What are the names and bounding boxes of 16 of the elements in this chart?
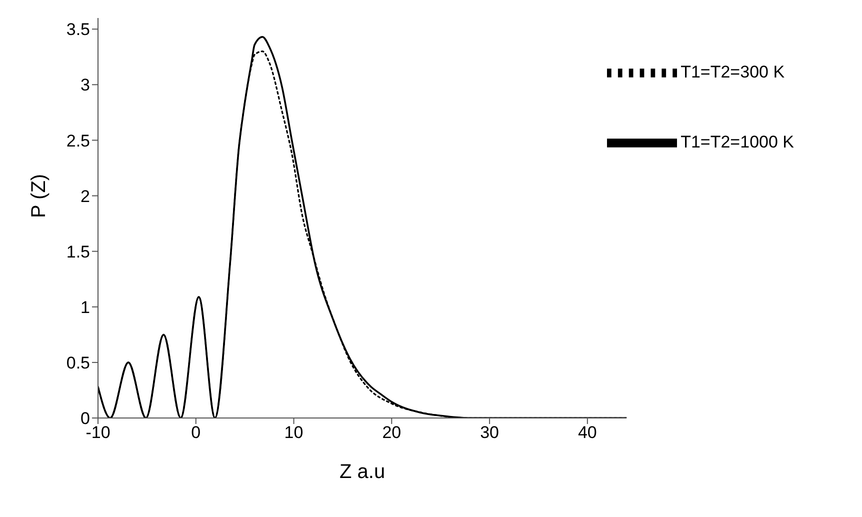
y-tick-label: 1.5 <box>66 242 90 262</box>
y-tick-label: 0.5 <box>66 353 90 372</box>
x-tick-label: 30 <box>480 423 499 442</box>
x-tick-label: 0 <box>191 423 201 442</box>
legend-label: T1=T2=300 K <box>680 62 785 82</box>
x-tick-label: 10 <box>284 423 304 442</box>
y-tick-label: 3.5 <box>66 20 90 40</box>
y-tick-label: 2.5 <box>66 131 90 150</box>
x-axis-title: Z a.u <box>340 461 386 483</box>
y-tick-label: 3 <box>80 76 90 95</box>
y-tick-label: 1 <box>80 298 90 317</box>
x-tick-label: 20 <box>382 423 402 442</box>
y-tick-label: 2 <box>80 186 90 206</box>
x-tick-label: 40 <box>578 423 597 442</box>
legend-label: T1=T2=1000 K <box>680 132 794 152</box>
y-axis-title: P (Z) <box>28 174 50 218</box>
